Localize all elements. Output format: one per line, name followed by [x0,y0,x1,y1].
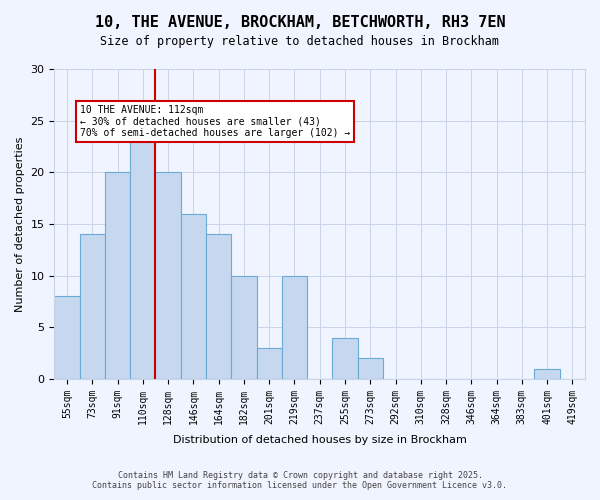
Text: 10, THE AVENUE, BROCKHAM, BETCHWORTH, RH3 7EN: 10, THE AVENUE, BROCKHAM, BETCHWORTH, RH… [95,15,505,30]
Bar [358,358,383,379]
Text: 10 THE AVENUE: 112sqm
← 30% of detached houses are smaller (43)
70% of semi-deta: 10 THE AVENUE: 112sqm ← 30% of detached … [80,105,350,138]
Bar [206,234,231,379]
Bar [231,276,257,379]
Text: Contains HM Land Registry data © Crown copyright and database right 2025.
Contai: Contains HM Land Registry data © Crown c… [92,470,508,490]
Bar [181,214,206,379]
Y-axis label: Number of detached properties: Number of detached properties [15,136,25,312]
Bar [105,172,130,379]
Bar [55,296,80,379]
Text: Size of property relative to detached houses in Brockham: Size of property relative to detached ho… [101,35,499,48]
Bar [80,234,105,379]
Bar [332,338,358,379]
Bar [535,368,560,379]
X-axis label: Distribution of detached houses by size in Brockham: Distribution of detached houses by size … [173,435,467,445]
Bar [130,131,155,379]
Bar [282,276,307,379]
Bar [155,172,181,379]
Bar [257,348,282,379]
